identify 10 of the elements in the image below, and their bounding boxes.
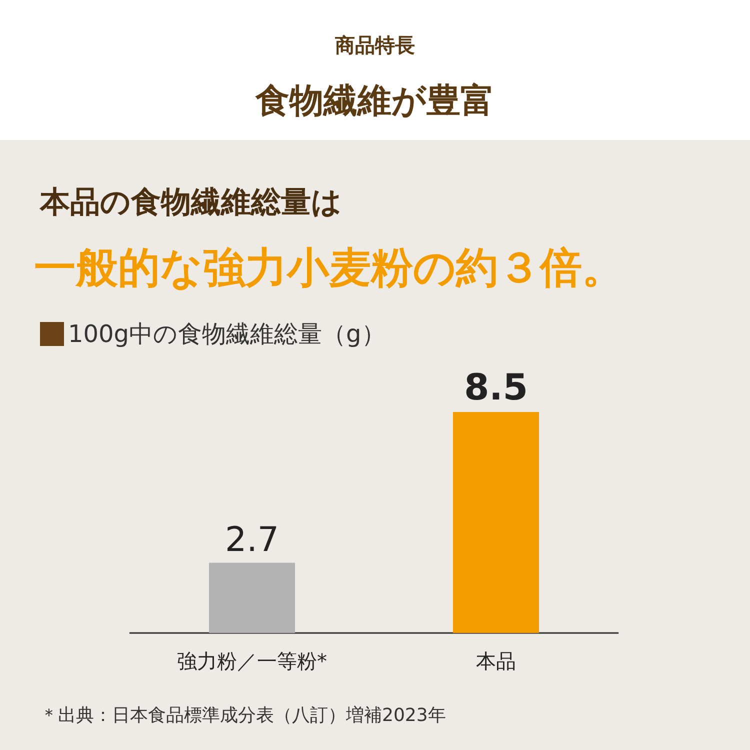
text: ＊出典：日本食品標準成分表（八訂）増補2023年 — [40, 704, 446, 727]
data-label: 2.7 — [224, 520, 280, 560]
x-tick-label: 強力粉／一等粉* — [177, 649, 327, 673]
text: 本品の食物繊維総量は — [40, 184, 342, 222]
y-axis-title: 100g中の食物繊維総量（g） — [68, 319, 386, 350]
x-tick-label: 本品 — [476, 649, 516, 673]
text: 一般的な強力小麦粉の約３倍。 — [34, 242, 624, 294]
chart-title: 食物繊維が豊富 — [254, 80, 496, 123]
chart-subtitle: 商品特長 — [334, 32, 416, 59]
data-label: 8.5 — [464, 368, 528, 408]
